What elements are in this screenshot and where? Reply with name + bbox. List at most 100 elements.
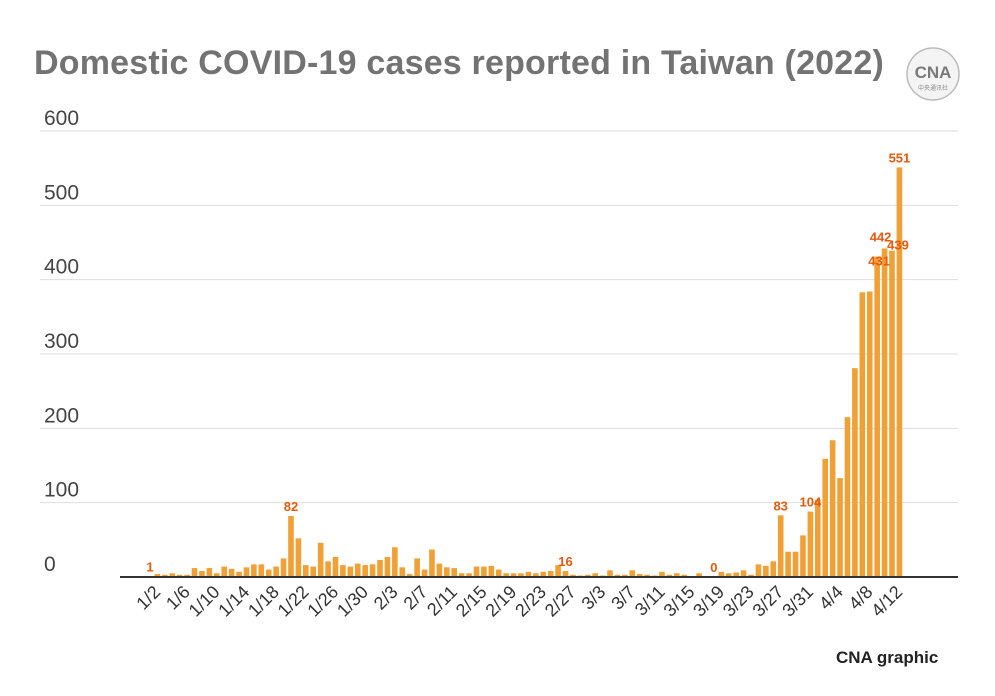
data-label: 431 <box>868 254 890 269</box>
bar <box>162 574 168 577</box>
bar <box>429 549 435 577</box>
bar <box>265 569 272 577</box>
bar <box>533 573 539 577</box>
x-tick-label: 3/23 <box>719 582 758 621</box>
bar <box>369 564 376 577</box>
data-label: 16 <box>558 554 572 569</box>
x-tick-label: 3/15 <box>660 582 699 621</box>
bar <box>243 567 250 577</box>
bar <box>354 563 361 577</box>
x-tick-label: 1/14 <box>214 582 253 621</box>
x-tick-label: 3/31 <box>778 582 817 621</box>
bar <box>406 574 413 577</box>
bar <box>837 478 843 577</box>
x-tick-label: 2/19 <box>481 582 520 621</box>
bars <box>147 167 903 578</box>
data-label: 104 <box>800 495 822 510</box>
bar <box>510 573 517 577</box>
bar <box>399 567 406 577</box>
x-tick-label: 3/19 <box>689 582 728 621</box>
bar <box>896 167 903 577</box>
bar <box>696 573 702 577</box>
bar <box>570 574 576 577</box>
x-tick-label: 2/23 <box>511 582 550 621</box>
y-axis-ticks: 0 100 200 300 400 500 600 <box>44 107 79 576</box>
bar <box>184 574 190 577</box>
x-axis-ticks: 1/21/61/101/141/181/221/261/302/32/72/11… <box>132 582 906 621</box>
x-tick-label: 1/18 <box>244 582 283 621</box>
bar <box>547 571 554 577</box>
bar <box>622 574 628 577</box>
bar <box>874 256 880 577</box>
bar <box>592 573 598 577</box>
bar <box>213 573 220 577</box>
x-tick-label: 4/4 <box>815 582 847 614</box>
bar <box>421 569 428 577</box>
bar <box>785 551 791 577</box>
bar <box>562 571 569 577</box>
bar <box>295 538 302 577</box>
bar <box>614 574 621 577</box>
x-tick-label: 1/10 <box>185 582 224 621</box>
bar <box>495 569 502 577</box>
bar <box>503 573 509 577</box>
data-label: 83 <box>773 498 787 513</box>
credit-text: CNA graphic <box>836 648 939 667</box>
bar <box>362 565 368 577</box>
bar <box>681 574 688 577</box>
bar <box>725 573 732 577</box>
x-tick-label: 1/26 <box>303 582 342 621</box>
bar <box>466 573 472 577</box>
bar <box>866 291 873 577</box>
bar <box>555 565 561 577</box>
x-tick-label: 3/11 <box>631 582 669 620</box>
y-tick-label: 400 <box>44 256 79 279</box>
bar <box>191 568 198 577</box>
bar <box>377 559 383 577</box>
x-tick-label: 2/3 <box>370 582 402 614</box>
bar <box>800 535 806 577</box>
bar <box>310 566 317 577</box>
bar <box>169 573 176 577</box>
grid-lines <box>40 130 958 504</box>
data-label: 0 <box>710 560 717 575</box>
bar <box>488 565 495 577</box>
x-tick-label: 3/3 <box>578 582 610 614</box>
bar <box>881 248 888 578</box>
bar <box>525 571 532 577</box>
bar <box>770 561 777 577</box>
bar <box>481 566 487 577</box>
bar <box>436 563 443 577</box>
bar <box>629 570 636 577</box>
x-tick-label: 2/15 <box>452 582 491 621</box>
bar <box>763 565 769 577</box>
bar <box>844 417 851 577</box>
bar <box>889 250 895 577</box>
bar <box>644 574 650 577</box>
bar <box>325 561 331 577</box>
chart-title: Domestic COVID-19 cases reported in Taiw… <box>34 44 885 82</box>
bar <box>777 515 784 577</box>
bar <box>584 574 591 577</box>
bar <box>280 558 287 577</box>
data-label: 551 <box>889 150 911 165</box>
bar <box>236 571 242 577</box>
bar <box>458 573 465 577</box>
bar <box>822 458 829 577</box>
bar <box>659 571 665 577</box>
bar <box>607 570 613 577</box>
x-tick-label: 1/22 <box>274 582 313 621</box>
bar <box>273 566 279 577</box>
bar <box>258 564 265 577</box>
x-tick-label: 2/11 <box>423 582 461 620</box>
data-label: 82 <box>284 499 298 514</box>
y-tick-label: 600 <box>44 107 79 130</box>
y-tick-label: 0 <box>44 553 56 576</box>
x-tick-label: 4/12 <box>867 582 906 621</box>
bar <box>288 516 294 577</box>
bar <box>154 574 161 577</box>
data-label: 1 <box>146 559 153 574</box>
bar <box>414 558 420 577</box>
